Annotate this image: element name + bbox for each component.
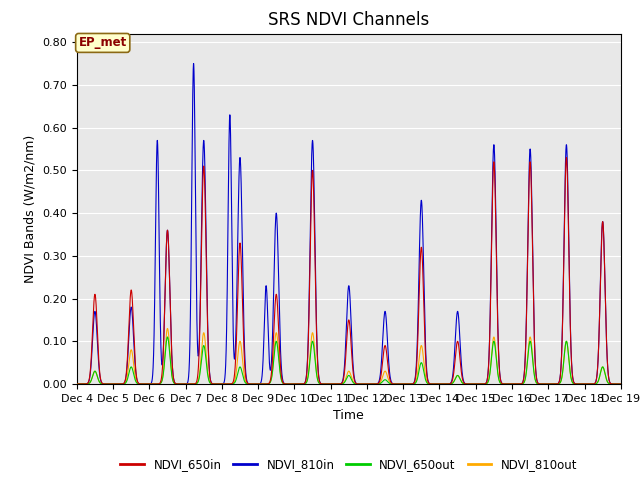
Title: SRS NDVI Channels: SRS NDVI Channels bbox=[268, 11, 429, 29]
Text: EP_met: EP_met bbox=[79, 36, 127, 49]
Y-axis label: NDVI Bands (W/m2/nm): NDVI Bands (W/m2/nm) bbox=[24, 135, 36, 283]
Legend: NDVI_650in, NDVI_810in, NDVI_650out, NDVI_810out: NDVI_650in, NDVI_810in, NDVI_650out, NDV… bbox=[116, 453, 582, 475]
X-axis label: Time: Time bbox=[333, 409, 364, 422]
